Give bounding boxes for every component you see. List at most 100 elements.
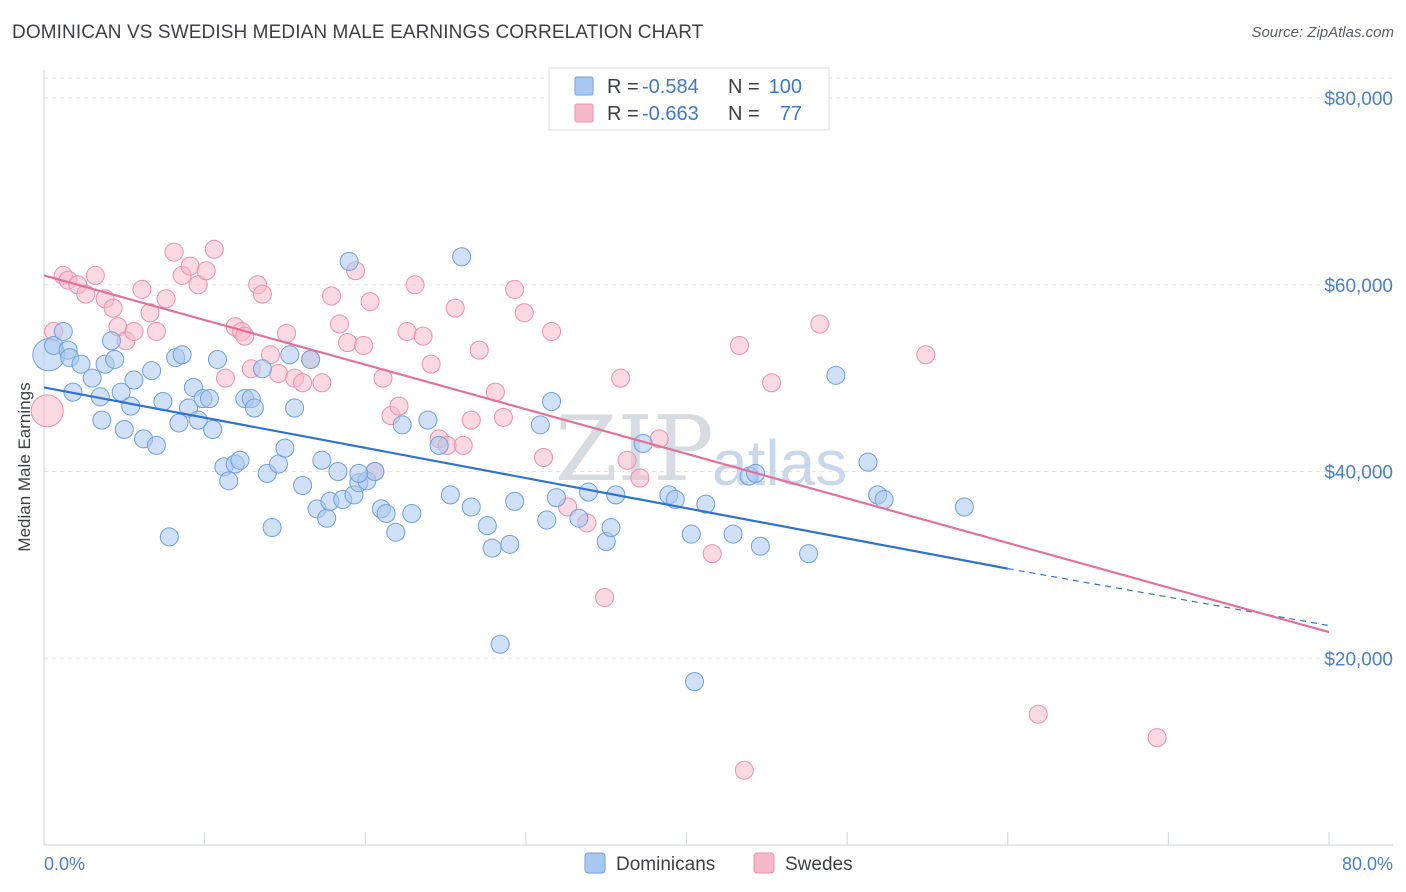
dominicans-points bbox=[32, 247, 974, 692]
dominicans-point bbox=[114, 419, 134, 439]
swedes-point bbox=[277, 323, 297, 343]
dominicans-point bbox=[500, 534, 520, 554]
swedes-point bbox=[505, 279, 525, 299]
swedes-point bbox=[1028, 704, 1048, 724]
dominicans-point bbox=[440, 485, 460, 505]
swedes-point bbox=[421, 354, 441, 374]
swedes-point bbox=[156, 289, 176, 309]
y-tick-label: $20,000 bbox=[1324, 649, 1393, 670]
series-legend-swatch-swedes bbox=[753, 852, 775, 874]
dominicans-point bbox=[105, 349, 125, 369]
dominicans-point bbox=[392, 415, 412, 435]
series-legend-label-dominicans: Dominicans bbox=[616, 854, 715, 875]
dominicans-point bbox=[203, 419, 223, 439]
watermark-atlas: atlas bbox=[712, 427, 847, 499]
swedes-point bbox=[164, 242, 184, 262]
dominicans-trend-line bbox=[43, 386, 1008, 570]
dominicans-point bbox=[244, 398, 264, 418]
dominicans-point bbox=[53, 321, 73, 341]
swedes-point bbox=[338, 333, 358, 353]
y-tick-label: $80,000 bbox=[1324, 89, 1393, 110]
dominicans-point bbox=[826, 365, 846, 385]
swedes-point bbox=[85, 265, 105, 285]
dominicans-point bbox=[262, 518, 282, 538]
dominicans-point bbox=[124, 370, 144, 390]
swedes-point bbox=[322, 286, 342, 306]
dominicans-point bbox=[386, 522, 406, 542]
dominicans-point bbox=[275, 438, 295, 458]
swedes-point bbox=[354, 335, 374, 355]
swedes-point bbox=[76, 284, 96, 304]
dominicans-point bbox=[92, 410, 112, 430]
dominicans-point bbox=[546, 488, 566, 508]
dominicans-point bbox=[146, 435, 166, 455]
dominicans-point bbox=[219, 471, 239, 491]
dominicans-point bbox=[461, 497, 481, 517]
dominicans-point bbox=[858, 452, 878, 472]
swedes-point bbox=[810, 314, 830, 334]
swedes-point bbox=[514, 303, 534, 323]
dominicans-point bbox=[482, 538, 502, 558]
y-tick-label: $60,000 bbox=[1324, 276, 1393, 297]
swedes-point bbox=[204, 239, 224, 259]
series-legend: Dominicans Swedes bbox=[584, 852, 853, 875]
swedes-point bbox=[916, 345, 936, 365]
dominicans-point bbox=[530, 415, 550, 435]
swedes-point bbox=[461, 410, 481, 430]
dominicans-trend-extension bbox=[1007, 568, 1330, 627]
legend-r-label-swedes: R = bbox=[607, 103, 639, 125]
swedes-point bbox=[453, 435, 473, 455]
dominicans-point bbox=[285, 398, 305, 418]
swedes-point bbox=[196, 261, 216, 281]
x-tick-label-max: 80.0% bbox=[1342, 854, 1393, 874]
dominicans-point bbox=[121, 396, 141, 416]
swedes-point bbox=[469, 340, 489, 360]
swedes-point bbox=[493, 407, 513, 427]
swedes-trend-line bbox=[43, 274, 1330, 634]
dominicans-point bbox=[376, 504, 396, 524]
source-credit: Source: ZipAtlas.com bbox=[1251, 24, 1394, 41]
dominicans-point bbox=[601, 518, 621, 538]
dominicans-point bbox=[681, 524, 701, 544]
legend-swatch-swedes bbox=[574, 103, 594, 123]
trend-lines bbox=[43, 274, 1330, 634]
legend-r-value-dominicans: -0.584 bbox=[642, 76, 699, 98]
y-tick-labels: $20,000 $40,000 $60,000 $80,000 bbox=[1324, 89, 1393, 670]
series-legend-swatch-dominicans bbox=[584, 852, 606, 874]
swedes-point bbox=[630, 468, 650, 488]
swedes-point bbox=[595, 588, 615, 608]
swedes-point bbox=[269, 363, 289, 383]
dominicans-point bbox=[685, 672, 705, 692]
swedes-point bbox=[445, 298, 465, 318]
dominicans-point bbox=[280, 345, 300, 365]
dominicans-point bbox=[537, 510, 557, 530]
dominicans-point bbox=[665, 490, 685, 510]
swedes-point bbox=[611, 368, 631, 388]
swedes-point bbox=[617, 450, 637, 470]
legend-n-value-swedes: 77 bbox=[780, 103, 802, 125]
dominicans-point bbox=[199, 389, 219, 409]
dominicans-point bbox=[452, 247, 472, 267]
legend-n-value-dominicans: 100 bbox=[769, 76, 802, 98]
dominicans-point bbox=[207, 349, 227, 369]
dominicans-point bbox=[312, 450, 332, 470]
swedes-point bbox=[146, 321, 166, 341]
swedes-point bbox=[734, 760, 754, 780]
dominicans-point bbox=[429, 435, 449, 455]
dominicans-point bbox=[339, 251, 359, 271]
dominicans-point bbox=[172, 345, 192, 365]
dominicans-point bbox=[101, 331, 121, 351]
swedes-point bbox=[30, 394, 64, 428]
dominicans-point bbox=[365, 462, 385, 482]
dominicans-point bbox=[252, 359, 272, 379]
dominicans-point bbox=[71, 354, 91, 374]
y-tick-label: $40,000 bbox=[1324, 463, 1393, 484]
swedes-point bbox=[252, 284, 272, 304]
swedes-point bbox=[762, 373, 782, 393]
dominicans-point bbox=[293, 476, 313, 496]
swedes-point bbox=[730, 335, 750, 355]
legend-n-label-swedes: N = bbox=[728, 103, 760, 125]
legend-r-value-swedes: -0.663 bbox=[642, 103, 699, 125]
y-axis-label: Median Male Earnings bbox=[15, 382, 34, 551]
